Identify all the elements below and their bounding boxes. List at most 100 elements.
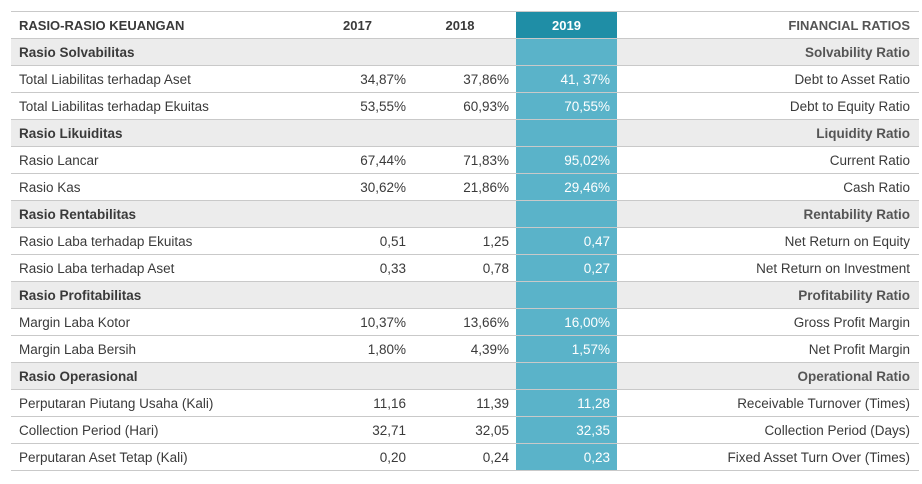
- row-label-english: Operational Ratio: [797, 368, 910, 384]
- row-label: Rasio Likuiditas: [19, 125, 123, 141]
- row-label: Margin Laba Kotor: [19, 314, 131, 330]
- value-2017: 30,62%: [360, 179, 406, 195]
- value-2019: 11,28: [516, 390, 617, 416]
- cell-2018: [411, 120, 509, 146]
- row-label-english: Cash Ratio: [843, 179, 910, 195]
- cell-2017: [309, 39, 406, 65]
- value-2018: 11,39: [476, 395, 509, 411]
- row-label-english: Net Profit Margin: [808, 341, 910, 357]
- section-header-row: Rasio Likuiditas Liquidity Ratio: [11, 120, 919, 147]
- row-label-english: Rentability Ratio: [803, 206, 910, 222]
- section-header-row: Rasio Rentabilitas Rentability Ratio: [11, 201, 919, 228]
- financial-ratios-table: RASIO-RASIO KEUANGAN 2017 2018 2019 FINA…: [11, 11, 919, 471]
- value-2018: 60,93%: [463, 98, 509, 114]
- section-header-row: Rasio Profitabilitas Profitability Ratio: [11, 282, 919, 309]
- table-row: Margin Laba Bersih 1,80% 4,39% 1,57% Net Pro…: [11, 336, 919, 363]
- value-2019: 0,27: [516, 255, 617, 281]
- table-row: Perputaran Piutang Usaha (Kali) 11,16 11,3…: [11, 390, 919, 417]
- row-label: Rasio Rentabilitas: [19, 206, 137, 222]
- value-2018: 13,66%: [463, 314, 509, 330]
- table-row: Rasio Laba terhadap Aset 0,33 0,78 0,27 Net …: [11, 255, 919, 282]
- table-row: Total Liabilitas terhadap Aset 34,87% 37,8…: [11, 66, 919, 93]
- value-2019: 29,46%: [516, 174, 617, 200]
- value-2017: 11,16: [373, 395, 406, 411]
- table-row: Rasio Laba terhadap Ekuitas 0,51 1,25 0,47 N…: [11, 228, 919, 255]
- row-label: Rasio Laba terhadap Ekuitas: [19, 233, 193, 249]
- cell-2019: [516, 39, 617, 65]
- value-2018: 1,25: [482, 233, 509, 249]
- row-label: Rasio Solvabilitas: [19, 44, 135, 60]
- row-label-english: Solvability Ratio: [804, 44, 910, 60]
- value-2019: 32,35: [516, 417, 617, 443]
- value-2019: 16,00%: [516, 309, 617, 335]
- table-row: Collection Period (Hari) 32,71 32,05 32,35 C…: [11, 417, 919, 444]
- value-2019: 95,02%: [516, 147, 617, 173]
- row-label: Collection Period (Hari): [19, 422, 159, 438]
- header-label-english: FINANCIAL RATIOS: [788, 17, 910, 33]
- value-2017: 32,71: [372, 422, 406, 438]
- value-2017: 67,44%: [360, 152, 406, 168]
- row-label-english: Current Ratio: [829, 152, 910, 168]
- header-label-indonesian: RASIO-RASIO KEUANGAN: [19, 17, 185, 33]
- cell-2019: [516, 363, 617, 389]
- value-2019: 41, 37%: [516, 66, 617, 92]
- cell-2017: [309, 363, 406, 389]
- table-row: Rasio Lancar 67,44% 71,83% 95,02% Current Ra…: [11, 147, 919, 174]
- cell-2017: [309, 120, 406, 146]
- table-row: Rasio Kas 30,62% 21,86% 29,46% Cash Ratio: [11, 174, 919, 201]
- row-label-english: Gross Profit Margin: [793, 314, 910, 330]
- header-year-2019: 2019: [516, 12, 617, 38]
- section-header-row: Rasio Operasional Operational Ratio: [11, 363, 919, 390]
- cell-2018: [411, 363, 509, 389]
- value-2017: 0,51: [379, 233, 406, 249]
- value-2018: 0,24: [482, 449, 509, 465]
- value-2019: 70,55%: [516, 93, 617, 119]
- table-body: Rasio Solvabilitas Solvability Ratio Total…: [11, 39, 919, 471]
- row-label: Rasio Kas: [19, 179, 81, 195]
- row-label-english: Profitability Ratio: [798, 287, 910, 303]
- row-label: Total Liabilitas terhadap Ekuitas: [19, 98, 209, 114]
- value-2018: 21,86%: [463, 179, 509, 195]
- header-year-2018: 2018: [445, 17, 475, 33]
- cell-2019: [516, 282, 617, 308]
- cell-2019: [516, 120, 617, 146]
- cell-2018: [411, 201, 509, 227]
- row-label-english: Net Return on Investment: [756, 260, 910, 276]
- table-row: Total Liabilitas terhadap Ekuitas 53,55% 6…: [11, 93, 919, 120]
- row-label: Total Liabilitas terhadap Aset: [19, 71, 191, 87]
- value-2018: 71,83%: [463, 152, 509, 168]
- row-label-english: Debt to Asset Ratio: [794, 71, 910, 87]
- row-label: Rasio Lancar: [19, 152, 99, 168]
- table-row: Margin Laba Kotor 10,37% 13,66% 16,00% Gross…: [11, 309, 919, 336]
- section-header-row: Rasio Solvabilitas Solvability Ratio: [11, 39, 919, 66]
- value-2018: 37,86%: [463, 71, 509, 87]
- row-label: Perputaran Aset Tetap (Kali): [19, 449, 188, 465]
- row-label: Rasio Laba terhadap Aset: [19, 260, 175, 276]
- value-2019: 0,47: [516, 228, 617, 254]
- row-label-english: Net Return on Equity: [784, 233, 910, 249]
- cell-2018: [411, 39, 509, 65]
- value-2017: 34,87%: [360, 71, 406, 87]
- value-2018: 0,78: [482, 260, 509, 276]
- value-2018: 4,39%: [470, 341, 509, 357]
- value-2019: 1,57%: [516, 336, 617, 362]
- value-2017: 53,55%: [360, 98, 406, 114]
- row-label-english: Debt to Equity Ratio: [789, 98, 910, 114]
- table-row: Perputaran Aset Tetap (Kali) 0,20 0,24 0,23…: [11, 444, 919, 471]
- value-2019: 0,23: [516, 444, 617, 470]
- header-year-2017: 2017: [343, 17, 372, 33]
- value-2017: 0,33: [379, 260, 406, 276]
- value-2017: 10,37%: [360, 314, 406, 330]
- cell-2017: [309, 282, 406, 308]
- cell-2017: [309, 201, 406, 227]
- row-label: Rasio Operasional: [19, 368, 138, 384]
- row-label: Margin Laba Bersih: [19, 341, 137, 357]
- row-label-english: Fixed Asset Turn Over (Times): [727, 449, 910, 465]
- table-header: RASIO-RASIO KEUANGAN 2017 2018 2019 FINA…: [11, 11, 919, 39]
- value-2018: 32,05: [475, 422, 509, 438]
- row-label-english: Collection Period (Days): [764, 422, 910, 438]
- row-label: Perputaran Piutang Usaha (Kali): [19, 395, 214, 411]
- value-2017: 1,80%: [367, 341, 406, 357]
- value-2017: 0,20: [379, 449, 406, 465]
- cell-2019: [516, 201, 617, 227]
